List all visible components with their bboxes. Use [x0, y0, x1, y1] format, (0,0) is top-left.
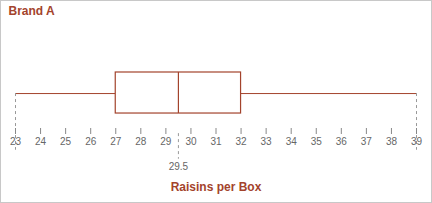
svg-text:29.5: 29.5 [169, 161, 189, 172]
svg-text:25: 25 [60, 136, 72, 147]
svg-text:32: 32 [236, 136, 248, 147]
svg-text:23: 23 [10, 136, 22, 147]
svg-text:26: 26 [85, 136, 97, 147]
svg-text:Raisins per Box: Raisins per Box [171, 180, 262, 194]
svg-text:34: 34 [286, 136, 298, 147]
svg-text:37: 37 [361, 136, 373, 147]
svg-text:Brand A: Brand A [9, 4, 56, 18]
svg-text:35: 35 [311, 136, 323, 147]
svg-text:36: 36 [336, 136, 348, 147]
svg-text:33: 33 [261, 136, 273, 147]
svg-text:24: 24 [35, 136, 47, 147]
svg-text:28: 28 [135, 136, 147, 147]
svg-text:27: 27 [110, 136, 122, 147]
svg-text:38: 38 [386, 136, 398, 147]
svg-text:29: 29 [160, 136, 172, 147]
svg-text:30: 30 [185, 136, 197, 147]
svg-text:31: 31 [210, 136, 222, 147]
svg-text:39: 39 [411, 136, 423, 147]
